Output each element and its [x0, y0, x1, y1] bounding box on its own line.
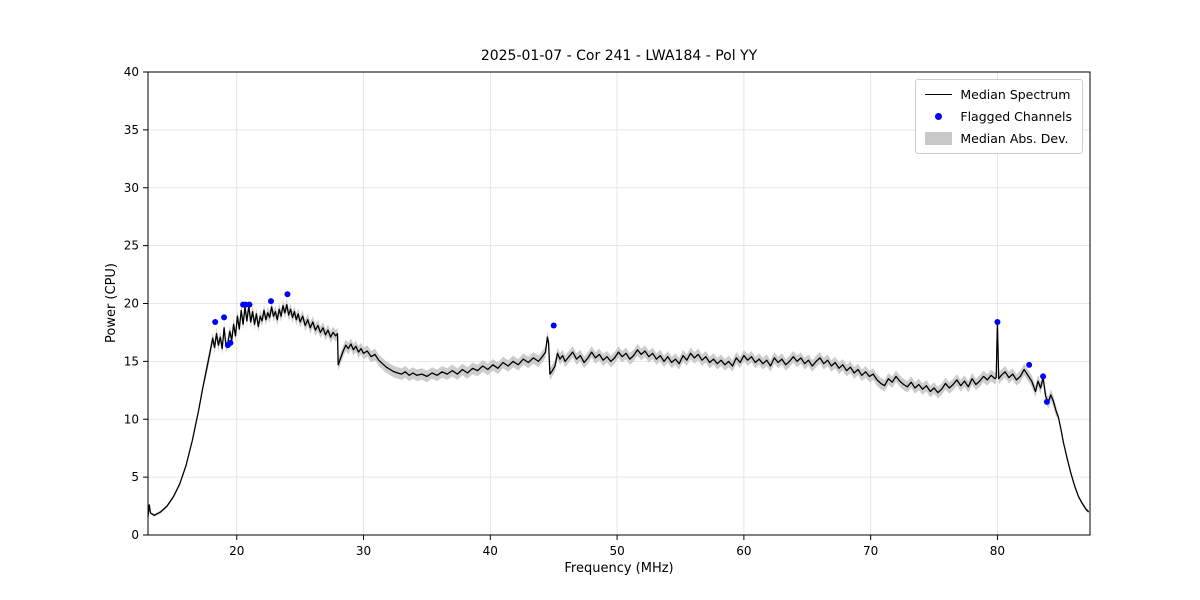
x-axis-label: Frequency (MHz)	[564, 561, 674, 576]
legend-label: Median Spectrum	[960, 87, 1071, 102]
flagged-channel-point	[1043, 398, 1050, 405]
line-swatch-icon	[925, 94, 953, 95]
x-tick-label: 40	[483, 544, 498, 558]
legend-label: Flagged Channels	[960, 109, 1072, 124]
legend-item-flagged-channels: Flagged Channels	[925, 109, 1072, 124]
y-tick-label: 30	[124, 181, 139, 195]
legend-item-median-abs-dev: Median Abs. Dev.	[925, 131, 1072, 146]
y-tick-label: 5	[131, 470, 139, 484]
flagged-channel-point	[284, 291, 291, 298]
flagged-channel-point	[227, 339, 234, 346]
x-tick-label: 50	[609, 544, 624, 558]
plot-title: 2025-01-07 - Cor 241 - LWA184 - Pol YY	[480, 48, 758, 64]
x-tick-label: 70	[863, 544, 878, 558]
flagged-channel-point	[246, 301, 253, 308]
flagged-channel-point	[994, 319, 1001, 326]
median-spectrum-line	[147, 304, 1090, 517]
legend-label: Median Abs. Dev.	[960, 131, 1069, 146]
flagged-channel-point	[212, 319, 219, 326]
y-axis-label: Power (CPU)	[104, 262, 119, 344]
x-tick-label: 60	[736, 544, 751, 558]
flagged-channel-point	[1026, 361, 1033, 368]
dot-swatch-icon	[925, 113, 952, 120]
mad-band	[148, 298, 1089, 518]
y-tick-label: 20	[124, 297, 139, 311]
x-tick-label: 30	[356, 544, 371, 558]
y-tick-label: 35	[124, 123, 139, 137]
flagged-channel-point	[550, 322, 557, 329]
legend-item-median-spectrum: Median Spectrum	[925, 87, 1072, 102]
flagged-channel-point	[267, 298, 274, 305]
legend: Median Spectrum Flagged Channels Median …	[915, 79, 1083, 154]
flagged-channel-point	[1040, 373, 1047, 380]
band-swatch-icon	[925, 132, 953, 145]
y-tick-label: 10	[124, 412, 139, 426]
y-tick-label: 15	[124, 354, 139, 368]
x-tick-label: 20	[229, 544, 244, 558]
y-tick-label: 0	[131, 528, 139, 542]
y-tick-label: 25	[124, 239, 139, 253]
y-tick-label: 40	[124, 65, 139, 79]
flagged-channel-point	[221, 314, 228, 321]
x-tick-label: 80	[990, 544, 1005, 558]
